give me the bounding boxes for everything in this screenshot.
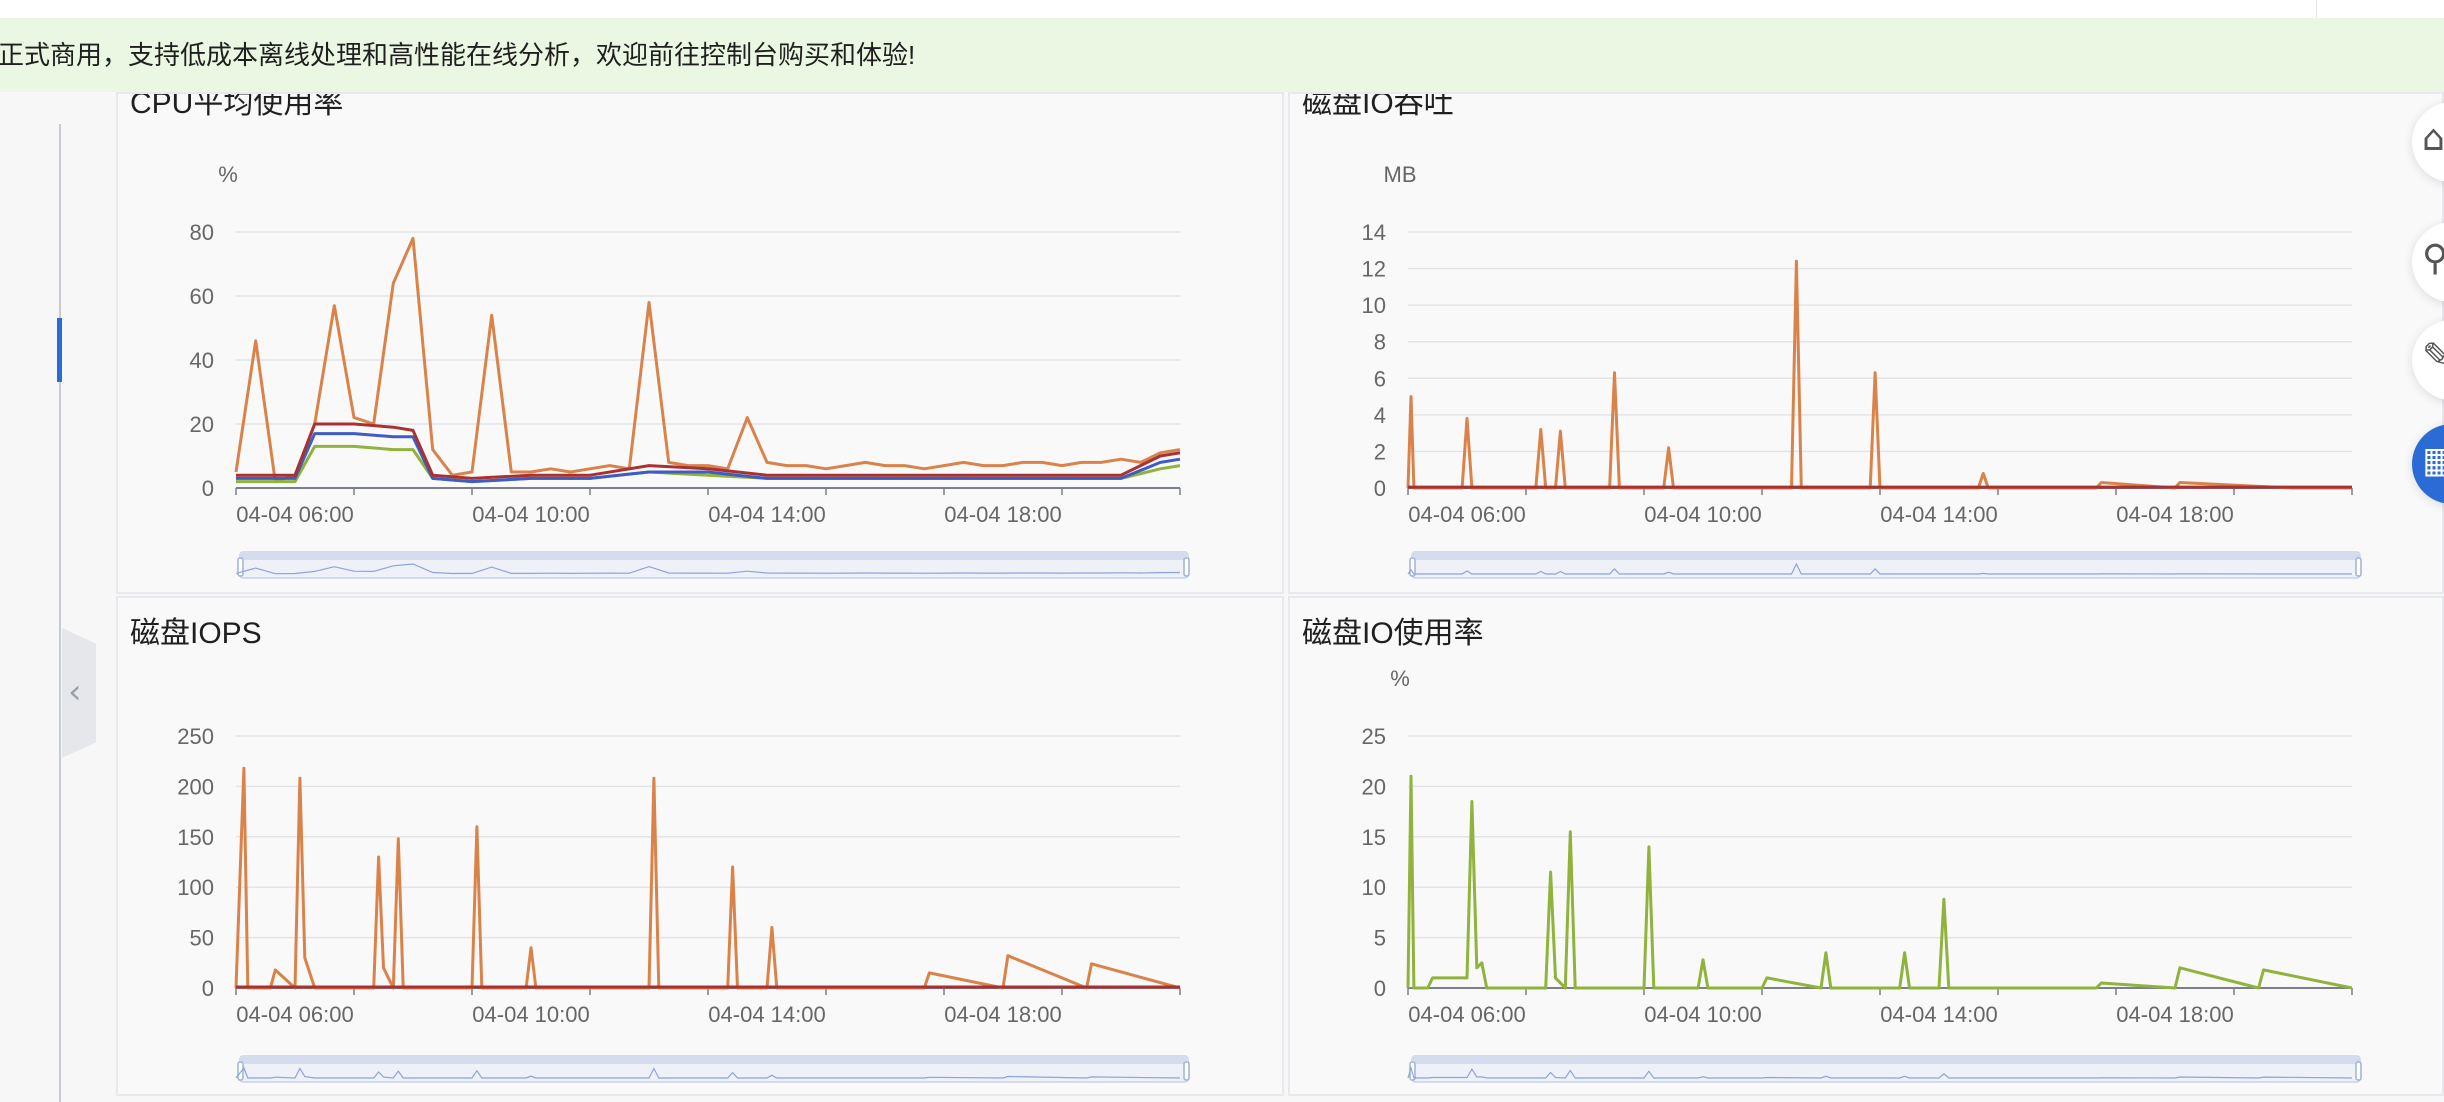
series-line [234, 766, 1181, 990]
zoom-slider-preview [235, 1066, 1181, 1079]
x-tick-label: 04-04 18:00 [944, 1002, 1061, 1027]
disk-io-throughput-chart: MB 0 2 4 6 8 10 12 14 04-04 06:00 04-04 10:00 04-04… [1362, 162, 2362, 579]
x-tick-label: 04-04 06:00 [236, 1002, 353, 1027]
series-line [1406, 774, 2353, 990]
panel-title: 磁盘IOPS [130, 617, 262, 650]
banner-text: 正式商用，支持低成本离线处理和高性能在线分析，欢迎前往控制台购买和体验! [0, 40, 916, 70]
panel-title: CPU平均使用率 [130, 92, 344, 120]
zoom-slider-bar [1412, 1056, 2360, 1064]
y-tick-label: 2 [1374, 439, 1386, 464]
zoom-slider-handle-left [237, 1061, 244, 1081]
y-tick-label: 14 [1362, 220, 1386, 245]
y-axis-unit-label: % [1390, 666, 1410, 691]
sidebar-border [59, 124, 61, 1102]
x-tick-label: 04-04 06:00 [1408, 1002, 1525, 1027]
series-line [236, 422, 1181, 480]
zoom-slider-handle-left [237, 557, 244, 577]
x-tick-label: 04-04 14:00 [1880, 502, 1997, 527]
panel-title: 磁盘IO使用率 [1302, 617, 1484, 650]
disk-io-usage-chart: % 0 5 10 15 20 25 04-04 06:00 04-04 10:00 04-04 1… [1362, 666, 2362, 1083]
zoom-slider-preview [1407, 1065, 2353, 1079]
zoom-slider-handle-right [1183, 557, 1190, 577]
y-tick-label: 0 [202, 976, 214, 1001]
zoom-slider-bar [240, 552, 1188, 560]
y-tick-label: 80 [190, 220, 214, 245]
sidebar-active-indicator [57, 318, 62, 382]
x-tick-label: 04-04 14:00 [1880, 1002, 1997, 1027]
panel-disk-io-usage: 磁盘IO使用率 % 0 5 10 15 20 25 04-04 06:00 04-04 10:0… [1288, 596, 2444, 1096]
disk-iops-chart: 0 50 100 150 200 250 04-04 06:00 04-04 10:00 04-… [177, 724, 1190, 1083]
y-axis-unit-label: MB [1384, 162, 1417, 187]
x-tick-label: 04-04 10:00 [1644, 1002, 1761, 1027]
y-tick-label: 60 [190, 284, 214, 309]
zoom-slider-preview [235, 563, 1181, 575]
grid-icon: ▦ [2422, 440, 2444, 481]
y-tick-label: 5 [1374, 926, 1386, 951]
zoom-slider-handle-right [1183, 1061, 1190, 1081]
link-icon: ⚲ [2422, 238, 2444, 279]
y-tick-label: 8 [1374, 330, 1386, 355]
y-tick-label: 0 [202, 476, 214, 501]
panel-cpu-usage: CPU平均使用率 % 0 20 40 60 80 04-04 06:00 04-04 10:0… [116, 92, 1284, 594]
x-tick-label: 04-04 18:00 [944, 502, 1061, 527]
y-tick-label: 50 [190, 926, 214, 951]
panel-disk-iops: 磁盘IOPS 0 50 100 150 200 250 04-04 06:00 04-04 1… [116, 596, 1284, 1096]
x-tick-label: 04-04 06:00 [236, 502, 353, 527]
series-line [1406, 259, 2352, 490]
chevron-left-icon: ‹ [68, 672, 82, 712]
zoom-slider-handle-left [1409, 557, 1416, 577]
y-tick-label: 0 [1374, 976, 1386, 1001]
y-tick-label: 20 [1362, 774, 1386, 799]
y-tick-label: 12 [1362, 257, 1386, 282]
y-tick-label: 20 [190, 412, 214, 437]
zoom-slider-bar [240, 1056, 1188, 1064]
y-tick-label: 150 [177, 825, 214, 850]
x-tick-label: 04-04 10:00 [472, 1002, 589, 1027]
topbar-divider [2316, 0, 2317, 18]
y-tick-label: 25 [1362, 724, 1386, 749]
y-tick-label: 10 [1362, 293, 1386, 318]
panel-title: 磁盘IO吞吐 [1302, 92, 1454, 120]
y-tick-label: 15 [1362, 825, 1386, 850]
x-tick-label: 04-04 06:00 [1408, 502, 1525, 527]
y-tick-label: 10 [1362, 875, 1386, 900]
series-line [234, 236, 1181, 484]
zoom-slider-preview [1407, 562, 2352, 575]
zoom-slider-handle-right [2355, 557, 2362, 577]
edit-icon: ✎ [2422, 336, 2444, 377]
panel-disk-io-throughput: 磁盘IO吞吐 MB 0 2 4 6 8 10 12 14 04-04 06:00 04-04 10:… [1288, 92, 2444, 594]
home-icon: ⌂ [2422, 118, 2444, 159]
y-tick-label: 6 [1374, 366, 1386, 391]
y-tick-label: 100 [177, 875, 214, 900]
y-tick-label: 200 [177, 774, 214, 799]
announcement-banner: 正式商用，支持低成本离线处理和高性能在线分析，欢迎前往控制台购买和体验! [0, 18, 2444, 92]
zoom-slider-bar [1412, 552, 2360, 560]
y-axis-unit-label: % [218, 162, 238, 187]
top-navigation-bar [0, 0, 2444, 19]
x-tick-label: 04-04 14:00 [708, 502, 825, 527]
y-tick-label: 4 [1374, 403, 1386, 428]
y-tick-label: 0 [1374, 476, 1386, 501]
series-line [236, 432, 1181, 484]
zoom-slider-handle-right [2355, 1061, 2362, 1081]
sidebar-collapse-button[interactable]: ‹ [62, 628, 96, 758]
cpu-usage-chart: % 0 20 40 60 80 04-04 06:00 04-04 10:00 04-04 14… [190, 162, 1190, 579]
x-tick-label: 04-04 10:00 [1644, 502, 1761, 527]
y-tick-label: 40 [190, 348, 214, 373]
y-tick-label: 250 [177, 724, 214, 749]
x-tick-label: 04-04 10:00 [472, 502, 589, 527]
x-tick-label: 04-04 18:00 [2116, 1002, 2233, 1027]
x-tick-label: 04-04 14:00 [708, 1002, 825, 1027]
x-tick-label: 04-04 18:00 [2116, 502, 2233, 527]
